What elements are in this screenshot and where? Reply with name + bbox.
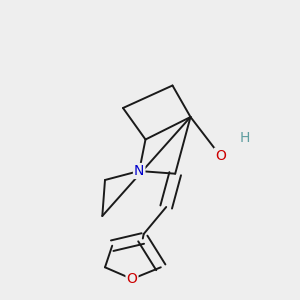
Text: N: N <box>134 164 144 178</box>
Text: H: H <box>239 131 250 145</box>
Text: O: O <box>127 272 137 286</box>
Text: O: O <box>215 149 226 163</box>
